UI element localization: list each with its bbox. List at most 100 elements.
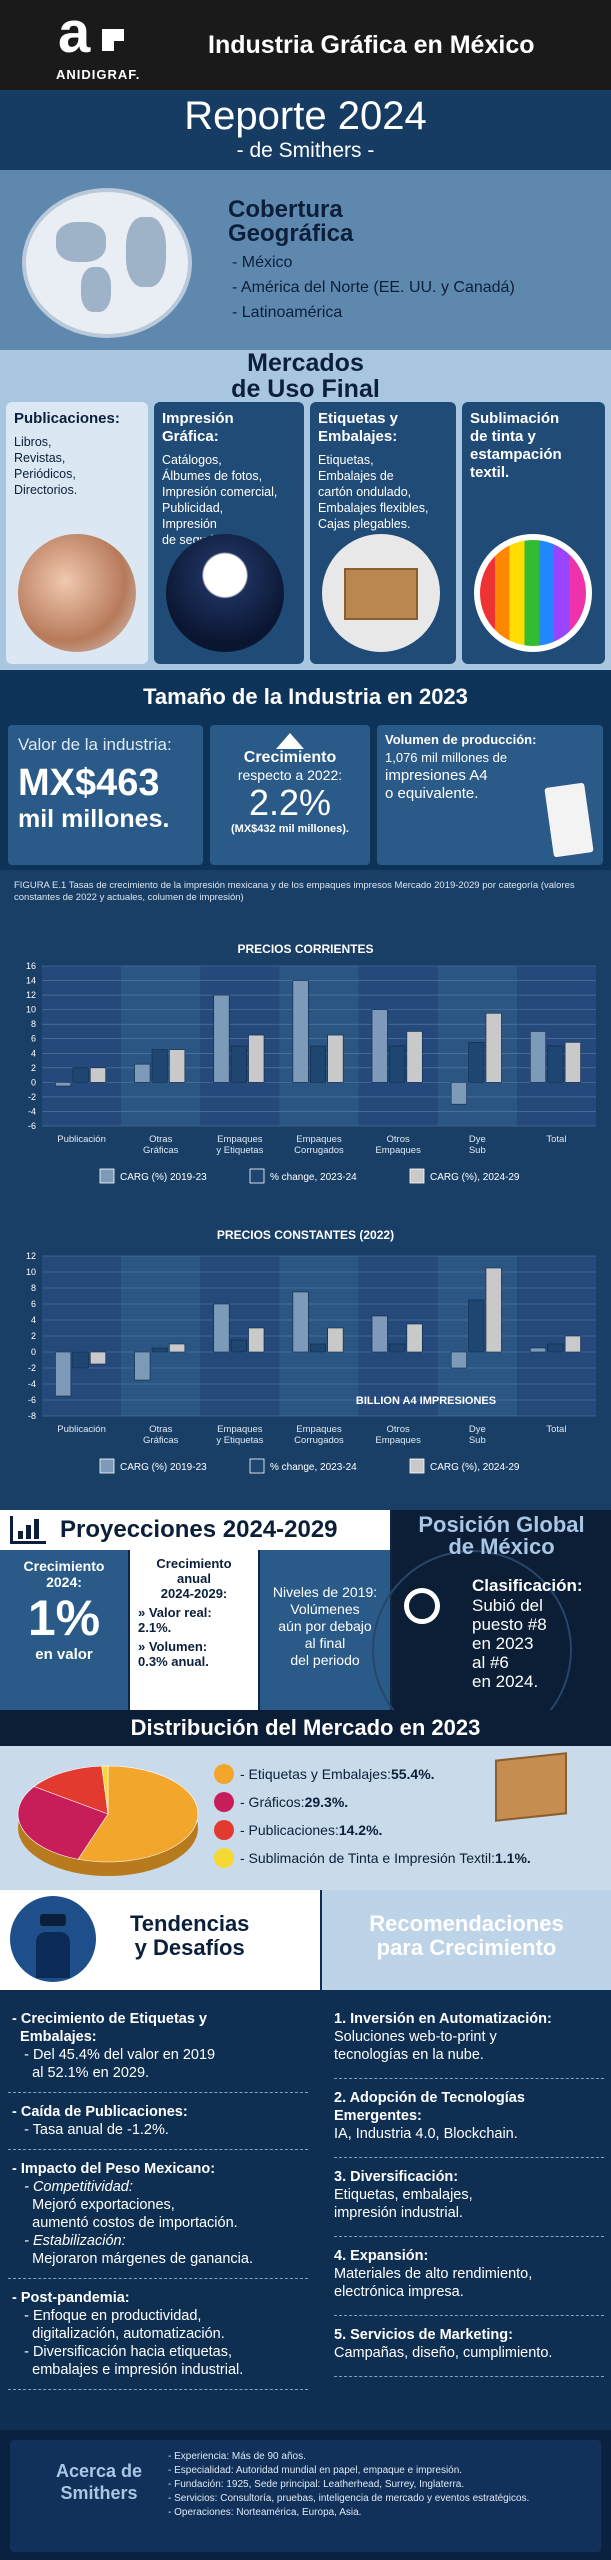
band: [42, 966, 122, 1126]
x-tick-label: Publicación: [57, 1424, 106, 1435]
about-item: - Fundación: 1925, Sede principal: Leath…: [168, 2479, 465, 2490]
rec-item: 3. Diversificación: Etiquetas, embalajes,…: [334, 2158, 604, 2237]
x-tick-label: Empaques: [296, 1134, 342, 1145]
legend-label: % change, 2023-24: [270, 1172, 357, 1183]
market-etiquetas: Etiquetas y Embalajes: Etiquetas, Embala…: [310, 402, 456, 664]
growth-box: Crecimiento respecto a 2022: 2.2% (MX$43…: [210, 725, 370, 865]
trend-block: - Impacto del Peso Mexicano: - Competiti…: [8, 2150, 308, 2279]
growth-2024-unit: en valor: [35, 1646, 93, 1663]
value-box: Valor de la industria: MX$463 mil millon…: [8, 725, 203, 865]
bar: [547, 1045, 564, 1083]
bar: [55, 1082, 72, 1087]
x-tick-label: Otras: [149, 1424, 172, 1435]
bar: [292, 1291, 309, 1353]
levels-2019-box: Niveles de 2019: Volúmenes aún por debaj…: [260, 1550, 390, 1710]
projections-section: Proyecciones 2024-2029 Crecimiento 2024:…: [0, 1510, 611, 1750]
growth-2024-label: Crecimiento 2024:: [23, 1558, 105, 1590]
chart-annotation: BILLION A4 IMPRESIONES: [356, 1395, 496, 1407]
legend-dot-icon: [214, 1848, 234, 1868]
market-heading: Publicaciones:: [14, 410, 120, 427]
trend-line: embalajes e impresión industrial.: [12, 2362, 244, 2378]
y-tick-label: -8: [28, 1411, 36, 1421]
x-tick-label: Gráficas: [143, 1435, 179, 1446]
bar: [371, 1009, 388, 1083]
legend-label: CARG (%) 2019-23: [120, 1172, 207, 1183]
report-title: Reporte 2024: [184, 94, 427, 138]
bar: [406, 1323, 423, 1353]
volume-line: impresiones A4: [385, 767, 488, 784]
bar: [230, 1045, 247, 1083]
pie-slice: [101, 1765, 109, 1815]
trend-line: - Diversificación hacia etiquetas,: [12, 2344, 233, 2360]
trend-line: - Tasa anual de -1.2%.: [12, 2122, 169, 2138]
legend-dot-icon: [214, 1820, 234, 1840]
chart-growth-icon: [10, 1516, 46, 1544]
medal-icon: [404, 1588, 440, 1624]
size-title: Tamaño de la Industria en 2023: [143, 684, 468, 709]
bar: [389, 1045, 406, 1083]
trends-title: Tendencias y Desafíos: [130, 1911, 250, 1960]
growth-note: (MX$432 mil millones).: [231, 823, 349, 835]
legend-swatch: [249, 1168, 265, 1184]
distribution-section: Distribución del Mercado en 2023 - Etiqu…: [0, 1710, 611, 1890]
bar: [213, 994, 230, 1083]
bar: [248, 1327, 265, 1353]
trend-block: - Post-pandemia: - Enfoque en productivi…: [8, 2279, 308, 2390]
classification-text: Subió del puesto #8 en 2023 al #6 en 202…: [472, 1596, 547, 1691]
volume-line: 1,076 mil millones de: [385, 750, 508, 765]
bar: [406, 1031, 423, 1083]
markets-section: Mercados de Uso Final Publicaciones: Libr…: [0, 350, 611, 670]
legend-swatch: [409, 1168, 425, 1184]
growth-2024-value: 1%: [27, 1590, 101, 1646]
logo-text: ANIDIGRAF.: [56, 67, 141, 82]
distribution-pie: [17, 1765, 199, 1876]
legend-dot-icon: [214, 1764, 234, 1784]
rec-body: Etiquetas, embalajes, impresión industri…: [334, 2187, 473, 2221]
legend-value: 55.4%.: [390, 1766, 435, 1782]
figure-note: FIGURA E.1 Tasas de crecimiento de la im…: [14, 880, 575, 903]
value-amount: MX$463: [18, 762, 160, 804]
legend-label: % change, 2023-24: [270, 1462, 357, 1473]
bar: [89, 1351, 106, 1365]
list-item: - Latinoamérica: [232, 304, 343, 321]
x-tick-label: Total: [546, 1424, 566, 1435]
bar: [468, 1042, 485, 1083]
x-tick-label: Gráficas: [143, 1145, 179, 1156]
trend-line: al 52.1% en 2029.: [12, 2065, 150, 2081]
anidigraf-logo: a ANIDIGRAF.: [56, 0, 141, 82]
legend-value: 29.3%.: [304, 1794, 349, 1810]
global-position-box: Posición Global de México Clasificación: …: [372, 1510, 611, 1750]
growth-value: 2.2%: [248, 782, 332, 823]
bar: [564, 1335, 581, 1353]
bar: [564, 1042, 581, 1083]
list-item: - América del Norte (EE. UU. y Canadá): [232, 279, 515, 296]
trends-recommendations-section: Tendencias y Desafíos Recomendaciones para…: [0, 1890, 611, 2430]
bar: [248, 1034, 265, 1083]
about-list: - Experiencia: Más de 90 años. - Especial…: [168, 2450, 529, 2520]
trend-heading: - Crecimiento de Etiquetas y Embalajes:: [12, 2011, 207, 2045]
market-publicaciones: Publicaciones: Libros, Revistas, Periódi…: [6, 402, 148, 664]
bar: [530, 1347, 547, 1353]
x-tick-label: y Etiquetas: [216, 1145, 263, 1156]
y-tick-label: 4: [31, 1048, 36, 1058]
charts-section: FIGURA E.1 Tasas de crecimiento de la im…: [0, 870, 611, 1510]
projections-header: Proyecciones 2024-2029: [0, 1510, 390, 1550]
legend-label: CARG (%) 2019-23: [120, 1462, 207, 1473]
y-tick-label: -6: [28, 1121, 36, 1131]
distribution-legend: - Etiquetas y Embalajes: 55.4%. - Gráfico…: [214, 1760, 531, 1872]
bar: [55, 1351, 72, 1397]
x-tick-label: Otros: [387, 1134, 410, 1145]
trend-heading: - Impacto del Peso Mexicano:: [12, 2161, 216, 2177]
global-title: Posición Global de México: [418, 1512, 585, 1559]
distribution-title: Distribución del Mercado en 2023: [0, 1710, 611, 1746]
rec-body: Materiales de alto rendimiento, electrón…: [334, 2266, 533, 2300]
box-icon: [495, 1752, 567, 1822]
legend-label: - Gráficos:: [240, 1794, 305, 1810]
bar: [547, 1343, 564, 1353]
bar: [389, 1343, 406, 1353]
rec-heading: 4. Expansión:: [334, 2248, 429, 2264]
market-body: Libros, Revistas, Periódicos, Directorio…: [14, 435, 78, 497]
bar: [134, 1351, 151, 1381]
x-tick-label: Otras: [149, 1134, 172, 1145]
rec-body: IA, Industria 4.0, Blockchain.: [334, 2126, 518, 2142]
